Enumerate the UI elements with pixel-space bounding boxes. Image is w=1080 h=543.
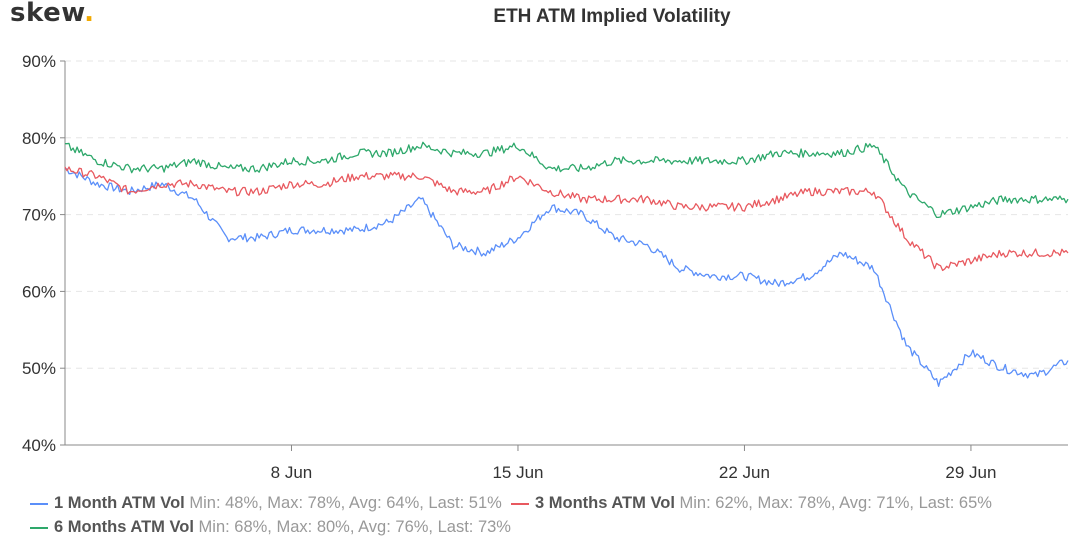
legend-item-6m[interactable]: 6 Months ATM Vol Min: 68%, Max: 80%, Avg… <box>30 518 511 536</box>
legend-item-3m[interactable]: 3 Months ATM Vol Min: 62%, Max: 78%, Avg… <box>510 494 992 512</box>
y-tick-label: 70% <box>22 206 56 225</box>
legend-stats-1m: Min: 48%, Max: 78%, Avg: 64%, Last: 51% <box>189 494 502 512</box>
legend-label-1m: 1 Month ATM Vol <box>54 494 185 512</box>
legend-item-1m[interactable]: 1 Month ATM Vol Min: 48%, Max: 78%, Avg:… <box>30 494 502 512</box>
y-tick-label: 50% <box>22 359 56 378</box>
legend-row-1: 1 Month ATM Vol Min: 48%, Max: 78%, Avg:… <box>30 494 992 513</box>
legend-swatch-6m <box>30 526 48 529</box>
y-tick-label: 40% <box>22 436 56 455</box>
y-tick-label: 60% <box>22 282 56 301</box>
legend-stats-6m: Min: 68%, Max: 80%, Avg: 76%, Last: 73% <box>198 518 511 536</box>
series-line-6m <box>65 141 1069 219</box>
y-tick-label: 80% <box>22 129 56 148</box>
brand-logo: skew. <box>10 0 95 28</box>
legend-label-3m: 3 Months ATM Vol <box>534 494 675 512</box>
legend-row-2: 6 Months ATM Vol Min: 68%, Max: 80%, Avg… <box>30 518 511 537</box>
y-tick-label: 90% <box>22 52 56 71</box>
x-tick-label: 29 Jun <box>945 463 996 482</box>
legend-stats-3m: Min: 62%, Max: 78%, Avg: 71%, Last: 65% <box>679 494 992 512</box>
x-tick-label: 22 Jun <box>719 463 770 482</box>
series-line-1m <box>64 167 1069 387</box>
legend-swatch-3m <box>510 502 529 505</box>
legend-swatch-1m <box>30 502 48 505</box>
legend-label-6m: 6 Months ATM Vol <box>54 518 194 536</box>
series-line-3m <box>64 166 1069 272</box>
chart-title: ETH ATM Implied Volatility <box>493 6 731 27</box>
x-tick-label: 8 Jun <box>271 463 313 482</box>
x-tick-label: 15 Jun <box>492 463 543 482</box>
